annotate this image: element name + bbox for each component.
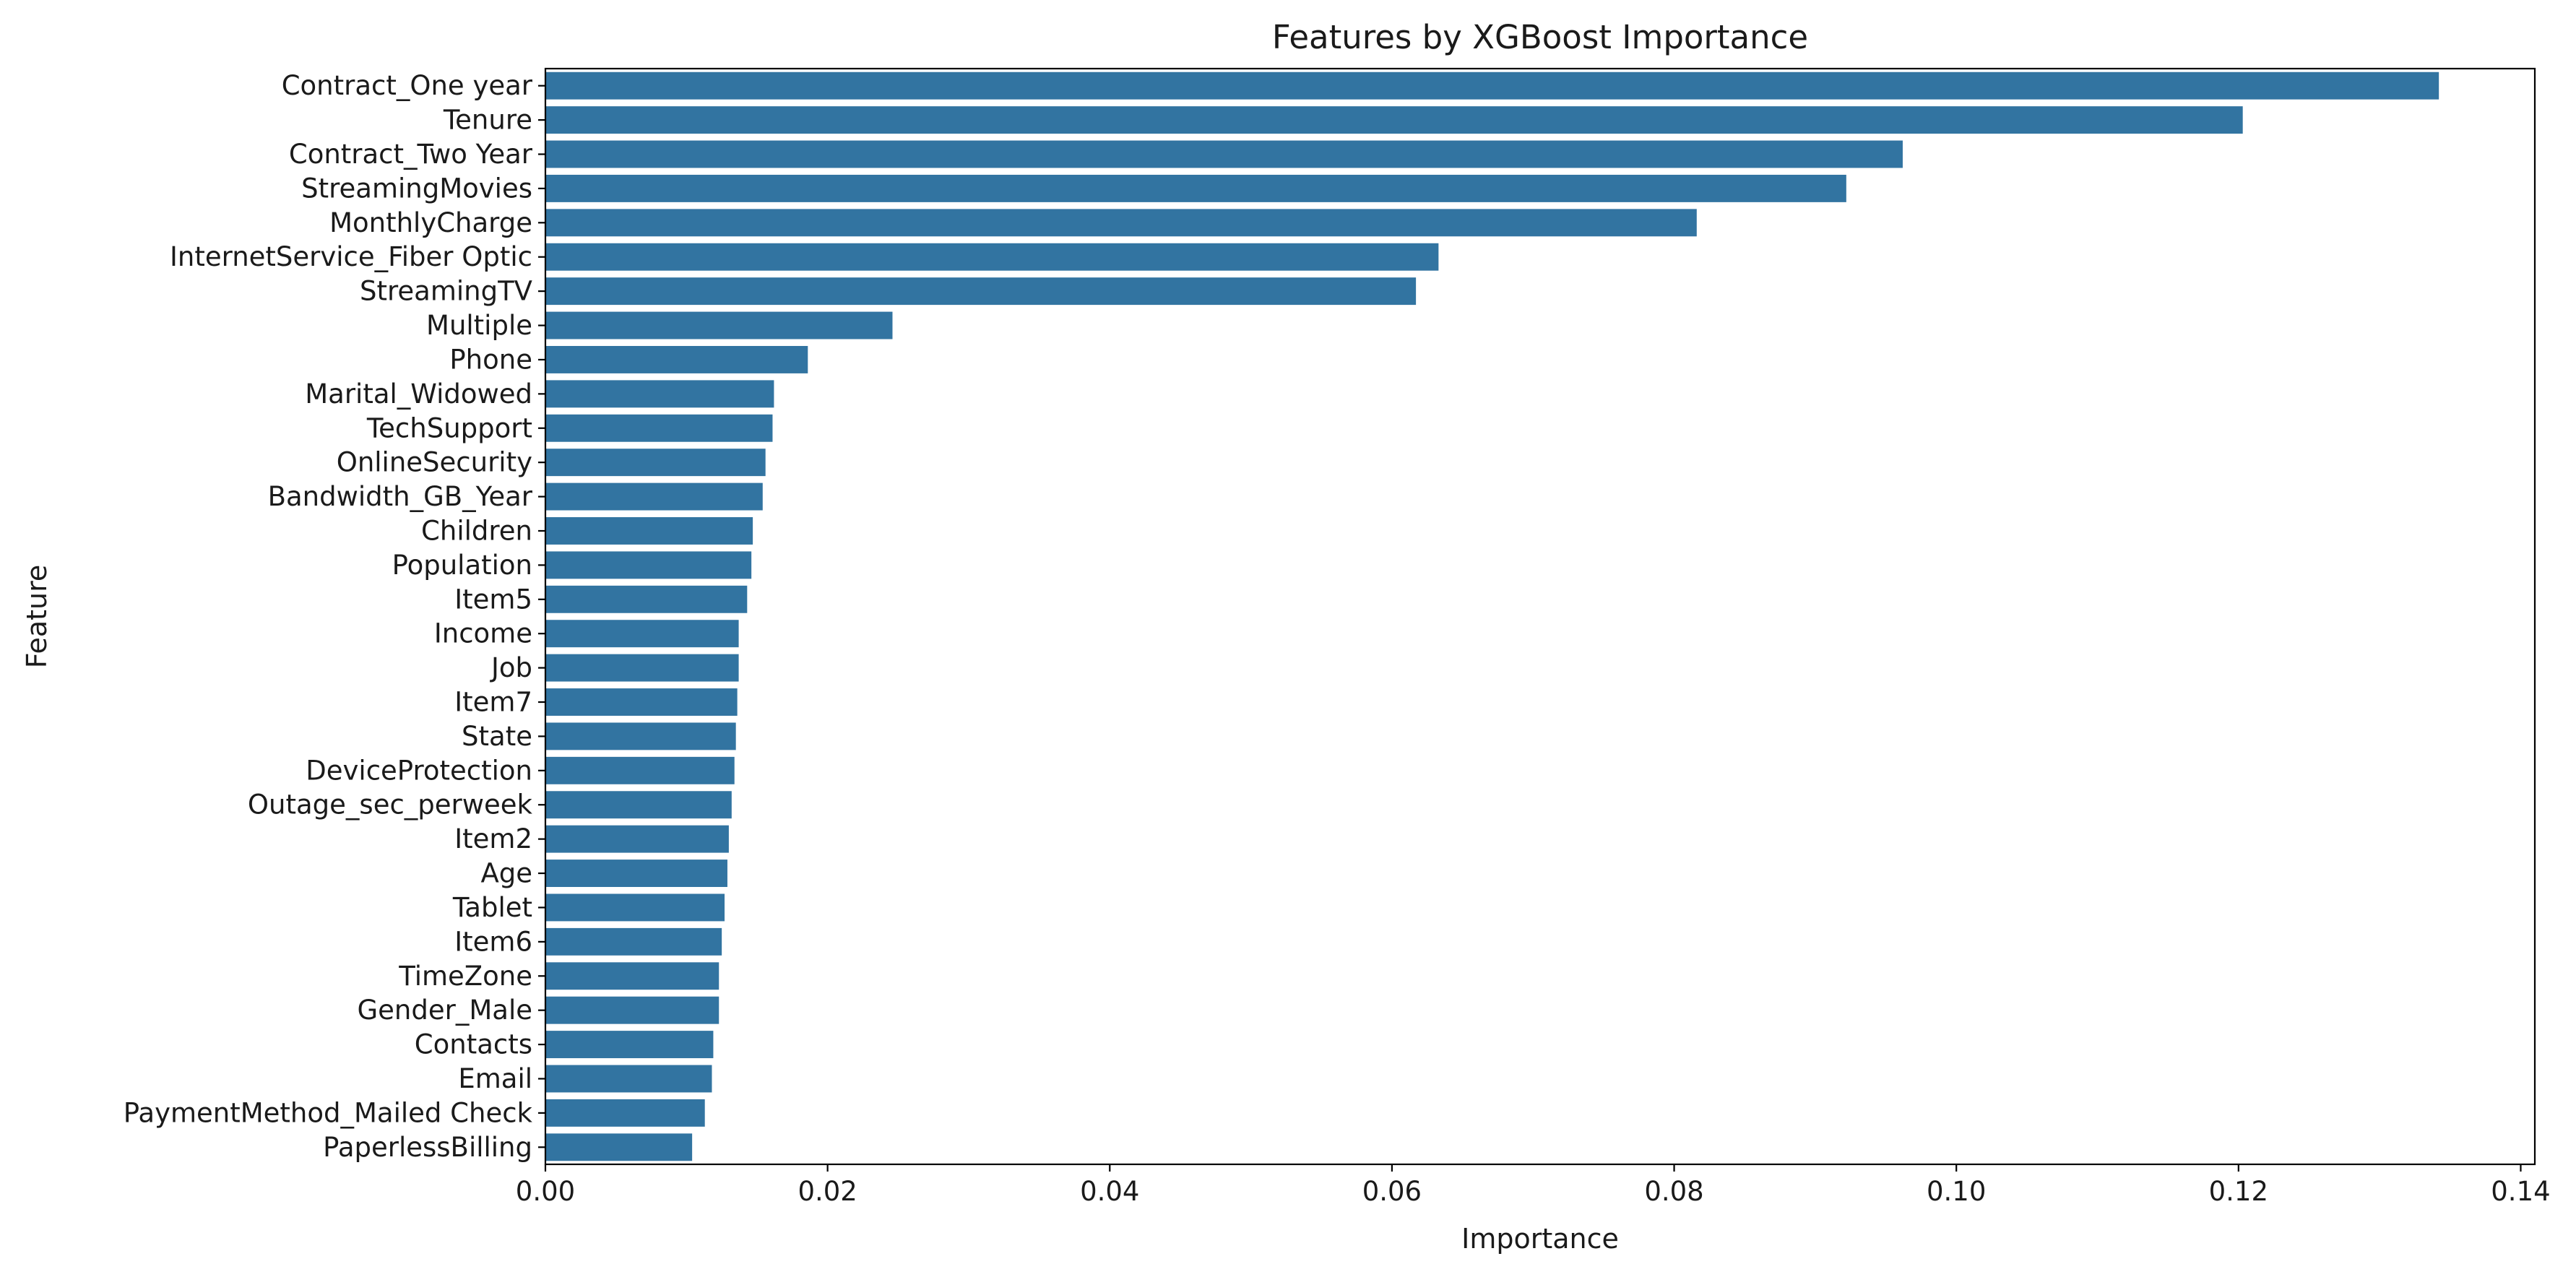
y-tick-label: Income [434, 618, 532, 649]
y-tick-label: Item6 [454, 926, 532, 957]
y-tick-label: Children [421, 515, 532, 546]
bar-deviceprotection [545, 756, 735, 784]
bar-contacts [545, 1031, 714, 1059]
x-tick-label: 0.04 [1080, 1176, 1139, 1207]
bar-population [545, 551, 752, 579]
y-tick-label: OnlineSecurity [337, 447, 532, 478]
y-tick-label: State [462, 721, 532, 752]
y-tick-label: MonthlyCharge [329, 207, 532, 238]
y-tick-label: Tenure [443, 105, 532, 136]
y-tick-label: Email [458, 1063, 532, 1094]
y-tick-label: Phone [449, 344, 532, 375]
y-tick-label: Outage_sec_perweek [248, 789, 533, 821]
x-tick-label: 0.02 [798, 1176, 857, 1207]
bar-item7 [545, 688, 738, 716]
y-tick-label: InternetService_Fiber Optic [170, 241, 532, 272]
bar-item6 [545, 927, 722, 956]
bar-streamingtv [545, 277, 1417, 306]
bar-onlinesecurity [545, 449, 766, 477]
bar-state [545, 722, 736, 750]
bar-techsupport [545, 414, 773, 442]
bar-streamingmovies [545, 174, 1846, 202]
bar-marital-widowed [545, 380, 774, 408]
bar-internetservice-fiber-optic [545, 243, 1439, 271]
y-axis-label: Feature [21, 565, 53, 669]
bar-job [545, 654, 739, 682]
bar-paperlessbilling [545, 1133, 693, 1161]
y-tick-label: Tablet [452, 892, 532, 923]
y-tick-label: StreamingMovies [301, 173, 532, 204]
x-tick-label: 0.06 [1362, 1176, 1422, 1207]
bar-gender-male [545, 996, 719, 1024]
bar-bandwidth-gb-year [545, 482, 763, 511]
y-tick-label: PaymentMethod_Mailed Check [124, 1097, 533, 1128]
x-tick-label: 0.10 [1927, 1176, 1986, 1207]
y-tick-label: Item2 [454, 823, 532, 854]
bar-contract-two-year [545, 140, 1903, 168]
y-tick-label: PaperlessBilling [323, 1132, 532, 1163]
x-tick-label: 0.00 [516, 1176, 575, 1207]
y-tick-label: Bandwidth_GB_Year [268, 481, 533, 512]
bar-paymentmethod-mailed-check [545, 1099, 705, 1127]
y-tick-label: Age [480, 858, 532, 889]
bar-monthlycharge [545, 209, 1697, 237]
bar-email [545, 1065, 712, 1093]
bar-item5 [545, 585, 748, 613]
bar-multiple [545, 311, 893, 339]
y-tick-label: DeviceProtection [306, 755, 532, 786]
y-tick-label: TimeZone [398, 961, 532, 992]
y-tick-label: Contract_One year [282, 70, 533, 101]
y-tick-label: Marital_Widowed [305, 378, 532, 410]
bar-phone [545, 345, 808, 373]
bar-children [545, 517, 753, 545]
y-tick-label: StreamingTV [360, 276, 532, 307]
bar-tablet [545, 893, 725, 922]
bar-outage-sec-perweek [545, 791, 732, 819]
chart-title: Features by XGBoost Importance [1272, 18, 1808, 56]
y-tick-label: Gender_Male [358, 995, 533, 1026]
x-tick-label: 0.08 [1644, 1176, 1703, 1207]
bar-income [545, 620, 739, 648]
bar-age [545, 860, 727, 888]
bar-item2 [545, 825, 729, 853]
bar-tenure [545, 106, 2243, 134]
bar-timezone [545, 962, 719, 990]
x-axis-label: Importance [1461, 1223, 1619, 1255]
bar-contract-one-year [545, 72, 2439, 100]
y-tick-label: Job [490, 652, 532, 683]
y-tick-label: TechSupport [366, 412, 532, 443]
bars [545, 72, 2439, 1161]
y-tick-label: Item7 [454, 687, 532, 718]
y-tick-label: Contract_Two Year [289, 139, 533, 170]
plot-frame [544, 67, 2536, 1166]
x-axis-ticks: 0.00 0.02 0.04 0.06 0.08 0.10 0.12 0.14 [516, 1164, 2551, 1207]
x-tick-label: 0.14 [2491, 1176, 2550, 1207]
y-tick-label: Item5 [454, 584, 532, 615]
x-tick-label: 0.12 [2209, 1176, 2268, 1207]
y-tick-label: Population [392, 550, 532, 581]
y-tick-label: Contacts [415, 1029, 532, 1060]
y-tick-label: Multiple [426, 310, 532, 341]
